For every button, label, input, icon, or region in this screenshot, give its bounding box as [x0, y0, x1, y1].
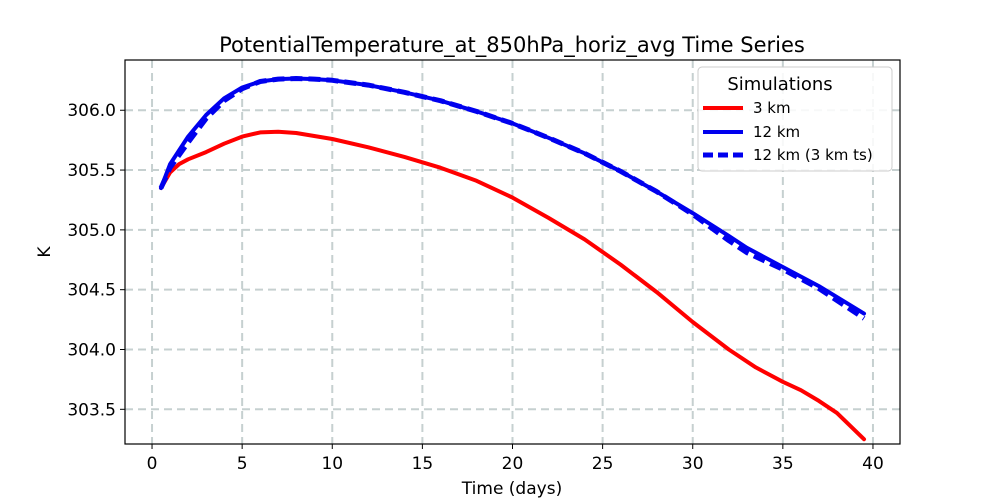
legend-label-3km: 3 km [753, 99, 791, 117]
legend: Simulations 3 km 12 km 12 km (3 km ts) [697, 66, 893, 172]
y-tick-label: 303.5 [67, 400, 116, 420]
x-tick-label: 30 [682, 454, 704, 474]
chart-title: PotentialTemperature_at_850hPa_horiz_avg… [219, 33, 805, 58]
x-tick-label: 5 [237, 454, 248, 474]
y-tick-label: 306.0 [67, 101, 116, 121]
legend-label-12km: 12 km [753, 123, 800, 141]
x-axis: 0 5 10 15 20 25 30 35 40 [147, 444, 884, 474]
legend-label-12km-3km-ts: 12 km (3 km ts) [753, 146, 873, 164]
x-tick-label: 40 [862, 454, 884, 474]
y-axis: 303.5 304.0 304.5 305.0 305.5 306.0 [67, 101, 125, 420]
x-axis-label: Time (days) [461, 479, 562, 499]
x-tick-label: 35 [772, 454, 794, 474]
series-line-3-km [159, 129, 866, 442]
x-tick-label: 25 [592, 454, 614, 474]
y-axis-label: K [35, 246, 55, 258]
y-tick-label: 305.0 [67, 221, 116, 241]
y-tick-label: 304.5 [67, 281, 116, 301]
x-tick-label: 10 [321, 454, 343, 474]
x-tick-label: 20 [502, 454, 524, 474]
y-tick-label: 304.0 [67, 340, 116, 360]
x-tick-label: 0 [147, 454, 158, 474]
legend-box [697, 66, 893, 172]
series-line-12-km-3-km-ts [158, 76, 866, 321]
x-tick-label: 15 [412, 454, 434, 474]
y-tick-label: 305.5 [67, 161, 116, 181]
series-group [158, 76, 866, 442]
legend-title: Simulations [727, 74, 832, 95]
